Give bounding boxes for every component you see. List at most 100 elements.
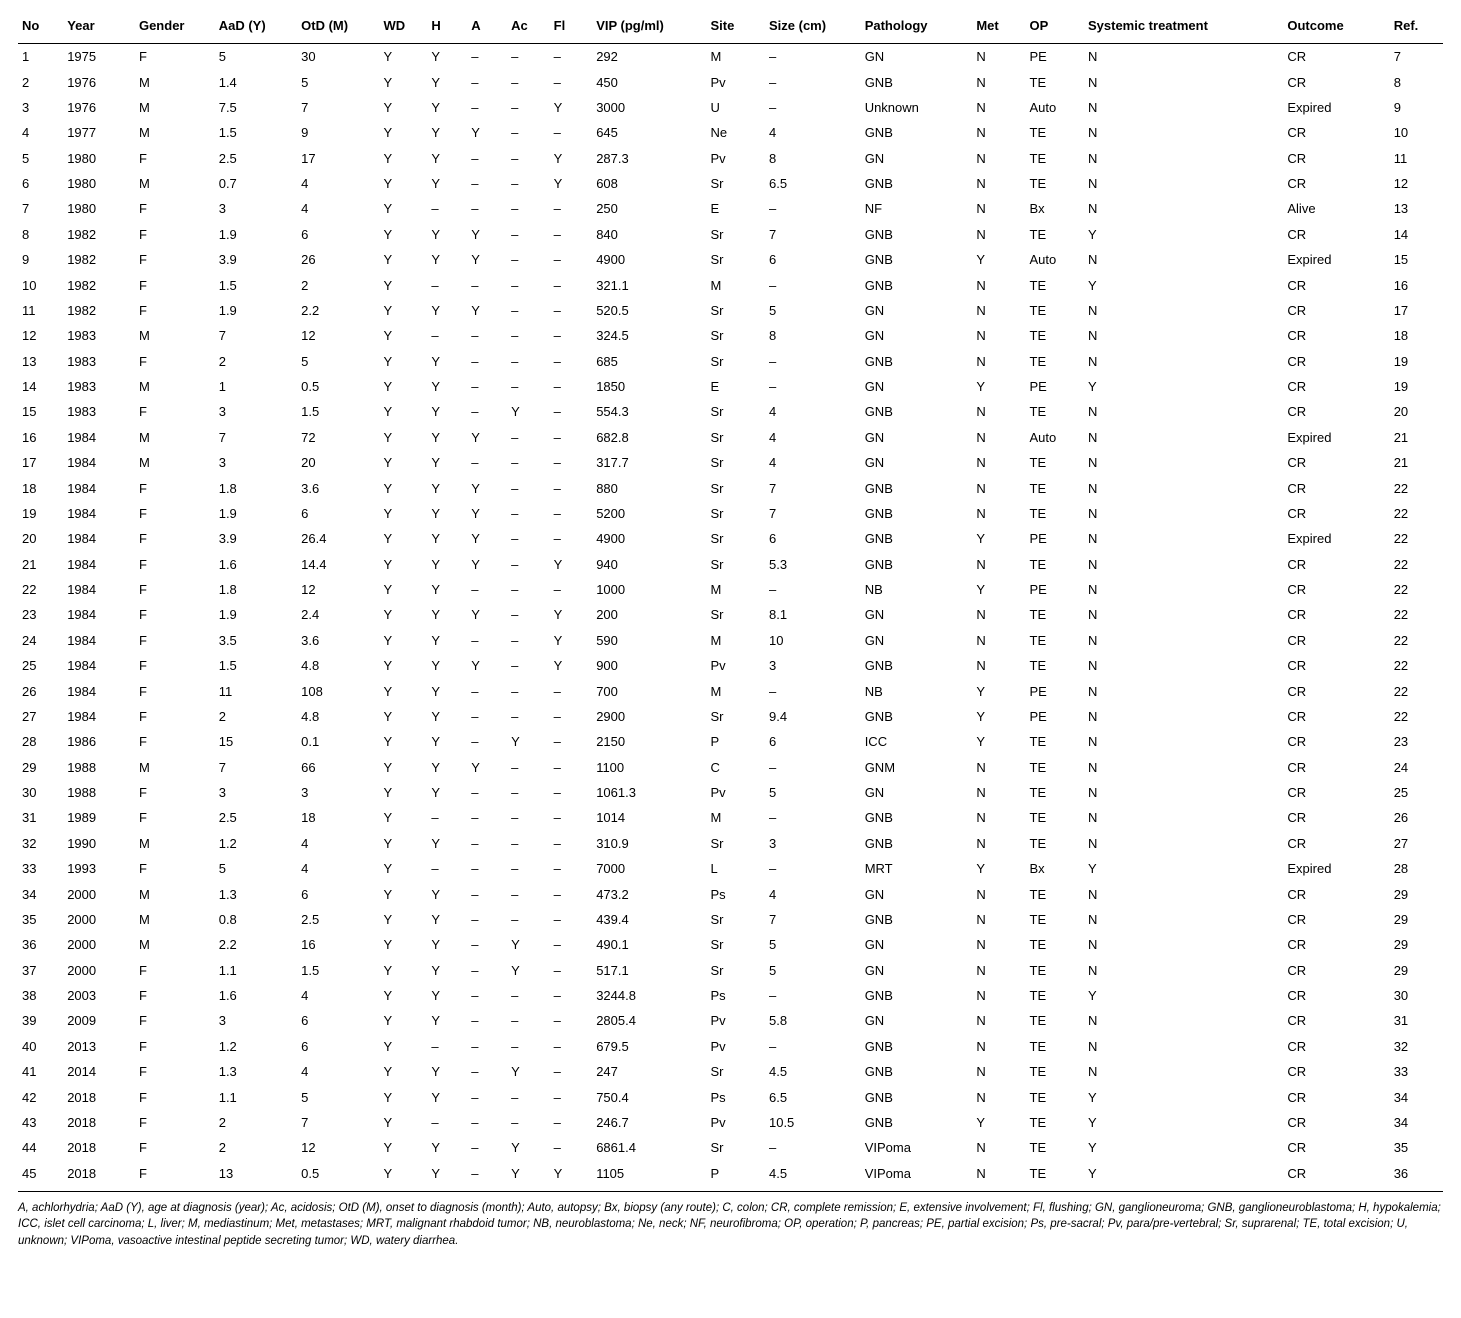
cell-ref: 13 <box>1390 196 1443 221</box>
cell-fl: – <box>550 1034 593 1059</box>
cell-otd: 9 <box>297 120 379 145</box>
cell-pathology: GN <box>861 780 973 805</box>
cell-wd: Y <box>380 298 428 323</box>
col-header-met: Met <box>972 12 1025 44</box>
cell-size: – <box>765 272 861 297</box>
cell-fl: – <box>550 222 593 247</box>
cell-aad: 3 <box>215 399 297 424</box>
cell-size: – <box>765 856 861 881</box>
cell-site: P <box>707 1161 765 1192</box>
cell-size: 10 <box>765 628 861 653</box>
cell-fl: – <box>550 958 593 983</box>
cell-op: TE <box>1026 628 1084 653</box>
cell-wd: Y <box>380 450 428 475</box>
cell-aad: 5 <box>215 44 297 70</box>
cell-no: 4 <box>18 120 63 145</box>
cell-site: Sr <box>707 425 765 450</box>
col-header-aad: AaD (Y) <box>215 12 297 44</box>
cell-year: 1982 <box>63 222 135 247</box>
cell-pathology: NB <box>861 678 973 703</box>
table-row: 201984F3.926.4YYY––4900Sr6GNBYPENExpired… <box>18 526 1443 551</box>
cell-wd: Y <box>380 374 428 399</box>
cell-met: N <box>972 146 1025 171</box>
cell-pathology: ICC <box>861 729 973 754</box>
cell-aad: 1 <box>215 374 297 399</box>
cell-ac: – <box>507 501 550 526</box>
cell-aad: 1.8 <box>215 577 297 602</box>
table-row: 41977M1.59YYY––645Ne4GNBNTENCR10 <box>18 120 1443 145</box>
cell-h: Y <box>427 120 467 145</box>
cell-outcome: CR <box>1283 1161 1389 1192</box>
cell-op: Bx <box>1026 856 1084 881</box>
col-header-op: OP <box>1026 12 1084 44</box>
table-row: 11975F530YY–––292M–GNNPENCR7 <box>18 44 1443 70</box>
col-header-ref: Ref. <box>1390 12 1443 44</box>
data-table: NoYearGenderAaD (Y)OtD (M)WDHAAcFlVIP (p… <box>18 12 1443 1192</box>
cell-op: Bx <box>1026 196 1084 221</box>
cell-pathology: GNB <box>861 247 973 272</box>
cell-systemic: N <box>1084 1008 1283 1033</box>
cell-year: 1983 <box>63 399 135 424</box>
cell-vip: 6861.4 <box>592 1135 706 1160</box>
cell-wd: Y <box>380 526 428 551</box>
cell-ref: 26 <box>1390 805 1443 830</box>
cell-a: Y <box>467 653 507 678</box>
cell-wd: Y <box>380 475 428 500</box>
cell-year: 1984 <box>63 501 135 526</box>
cell-vip: 324.5 <box>592 323 706 348</box>
cell-ref: 36 <box>1390 1161 1443 1192</box>
cell-ref: 11 <box>1390 146 1443 171</box>
cell-vip: 685 <box>592 349 706 374</box>
cell-h: – <box>427 1034 467 1059</box>
cell-ac: Y <box>507 932 550 957</box>
cell-systemic: Y <box>1084 1110 1283 1135</box>
cell-a: – <box>467 1084 507 1109</box>
cell-wd: Y <box>380 1110 428 1135</box>
cell-fl: – <box>550 856 593 881</box>
col-header-size: Size (cm) <box>765 12 861 44</box>
cell-year: 1984 <box>63 425 135 450</box>
cell-site: Sr <box>707 831 765 856</box>
table-row: 311989F2.518Y––––1014M–GNBNTENCR26 <box>18 805 1443 830</box>
cell-site: Pv <box>707 1008 765 1033</box>
cell-no: 33 <box>18 856 63 881</box>
cell-size: – <box>765 44 861 70</box>
cell-size: – <box>765 983 861 1008</box>
cell-pathology: GNB <box>861 653 973 678</box>
cell-pathology: NB <box>861 577 973 602</box>
cell-op: PE <box>1026 44 1084 70</box>
cell-vip: 321.1 <box>592 272 706 297</box>
cell-no: 27 <box>18 704 63 729</box>
table-row: 331993F54Y––––7000L–MRTYBxYExpired28 <box>18 856 1443 881</box>
cell-met: Y <box>972 526 1025 551</box>
cell-otd: 6 <box>297 1034 379 1059</box>
table-row: 241984F3.53.6YY––Y590M10GNNTENCR22 <box>18 628 1443 653</box>
cell-vip: 2900 <box>592 704 706 729</box>
cell-aad: 2.5 <box>215 146 297 171</box>
cell-size: 5.8 <box>765 1008 861 1033</box>
table-row: 321990M1.24YY–––310.9Sr3GNBNTENCR27 <box>18 831 1443 856</box>
cell-outcome: CR <box>1283 577 1389 602</box>
cell-h: Y <box>427 526 467 551</box>
cell-gender: F <box>135 958 215 983</box>
cell-ac: – <box>507 577 550 602</box>
cell-vip: 490.1 <box>592 932 706 957</box>
cell-site: Pv <box>707 653 765 678</box>
table-row: 31976M7.57YY––Y3000U–UnknownNAutoNExpire… <box>18 95 1443 120</box>
cell-gender: F <box>135 678 215 703</box>
cell-a: – <box>467 146 507 171</box>
cell-h: – <box>427 856 467 881</box>
cell-ac: – <box>507 272 550 297</box>
cell-vip: 1100 <box>592 755 706 780</box>
cell-site: Sr <box>707 1059 765 1084</box>
cell-otd: 12 <box>297 1135 379 1160</box>
cell-size: 10.5 <box>765 1110 861 1135</box>
cell-ac: – <box>507 1110 550 1135</box>
cell-wd: Y <box>380 1034 428 1059</box>
cell-wd: Y <box>380 881 428 906</box>
cell-outcome: CR <box>1283 399 1389 424</box>
cell-pathology: GNB <box>861 171 973 196</box>
cell-pathology: GNB <box>861 552 973 577</box>
cell-a: – <box>467 1034 507 1059</box>
cell-ref: 32 <box>1390 1034 1443 1059</box>
